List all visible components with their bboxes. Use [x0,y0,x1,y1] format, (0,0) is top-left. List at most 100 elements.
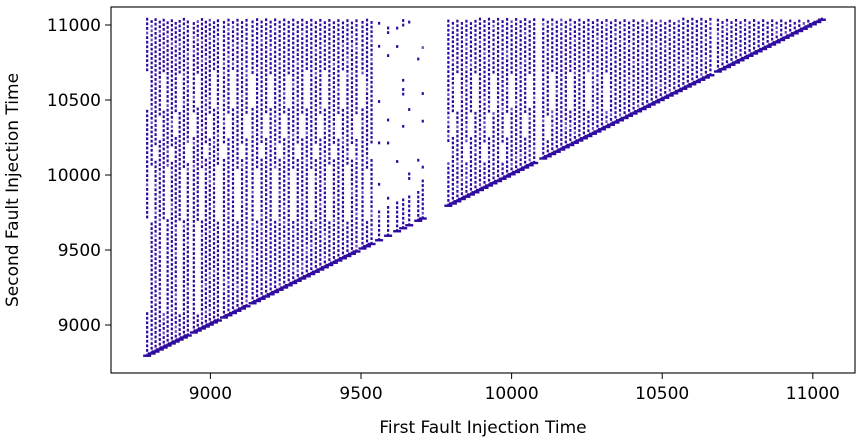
data-point [650,74,653,78]
data-point [150,139,153,143]
data-point [542,105,545,109]
data-point [501,98,504,102]
data-point [200,284,204,288]
data-point [408,172,411,176]
data-point [329,261,338,264]
data-point [212,168,216,172]
data-point [655,63,658,67]
data-point [269,131,272,134]
data-point [287,237,290,240]
data-point [492,171,495,175]
data-point [686,61,689,65]
data-point [186,190,189,194]
data-point [323,140,326,144]
data-point [314,85,317,89]
data-point [519,149,522,152]
data-point [365,234,369,238]
data-point [587,23,590,27]
data-point [287,172,290,176]
data-point [196,135,199,138]
data-point [641,24,644,27]
data-point [402,88,405,91]
data-point [236,115,239,119]
data-point [506,50,509,53]
data-point [542,147,545,150]
data-point [200,220,204,224]
data-point [174,224,177,228]
data-point [677,52,680,55]
data-point [274,101,277,105]
data-point [240,205,244,208]
data-point [466,193,475,196]
data-point [370,182,373,185]
data-point [292,276,295,280]
data-point [192,91,195,94]
data-point [182,303,185,306]
data-point [483,112,486,115]
data-point [725,46,729,50]
data-point [629,112,638,115]
data-point [355,33,358,36]
data-point [186,218,189,222]
data-point [328,221,331,225]
data-point [192,256,195,260]
data-point [704,43,707,46]
data-point [174,58,177,62]
data-point [478,49,482,53]
data-point [533,156,536,160]
data-point [451,35,454,39]
data-point [283,64,286,68]
data-point [620,116,629,120]
data-point [174,164,177,168]
data-point [355,166,358,170]
data-point [346,33,349,36]
data-point [236,152,239,155]
data-point [641,97,644,101]
data-point [154,202,157,205]
data-point [677,29,680,32]
data-point [650,88,653,92]
data-point [319,216,322,220]
data-point [623,37,626,41]
data-point [196,162,199,166]
data-point [170,304,173,308]
data-point [587,129,590,133]
data-point [506,109,509,113]
data-point [170,203,173,207]
data-point [208,106,211,109]
data-point [170,92,173,96]
data-point [240,251,244,254]
data-point [274,119,277,123]
data-point [478,160,482,164]
data-point [365,152,369,155]
data-point [483,162,486,166]
data-point [274,41,277,45]
data-point [283,23,286,26]
data-point [328,60,331,64]
data-point [314,242,317,245]
data-point [451,86,454,90]
data-point [661,96,670,99]
data-point [255,275,259,279]
data-point [659,79,662,83]
data-point [573,53,576,56]
data-point [328,28,331,32]
data-point [501,52,504,56]
data-point [370,200,373,204]
data-point [417,57,420,61]
data-point [200,31,204,35]
data-point [501,93,504,97]
data-point [591,81,595,84]
data-point [186,209,189,212]
data-point [659,33,662,37]
data-point [251,204,254,208]
data-point [236,83,239,86]
data-point [641,33,644,37]
data-point [332,159,335,163]
data-point [421,202,424,206]
data-point [182,261,185,265]
data-point [337,106,340,110]
data-point [251,209,254,212]
data-point [296,163,299,167]
data-point [292,161,295,165]
